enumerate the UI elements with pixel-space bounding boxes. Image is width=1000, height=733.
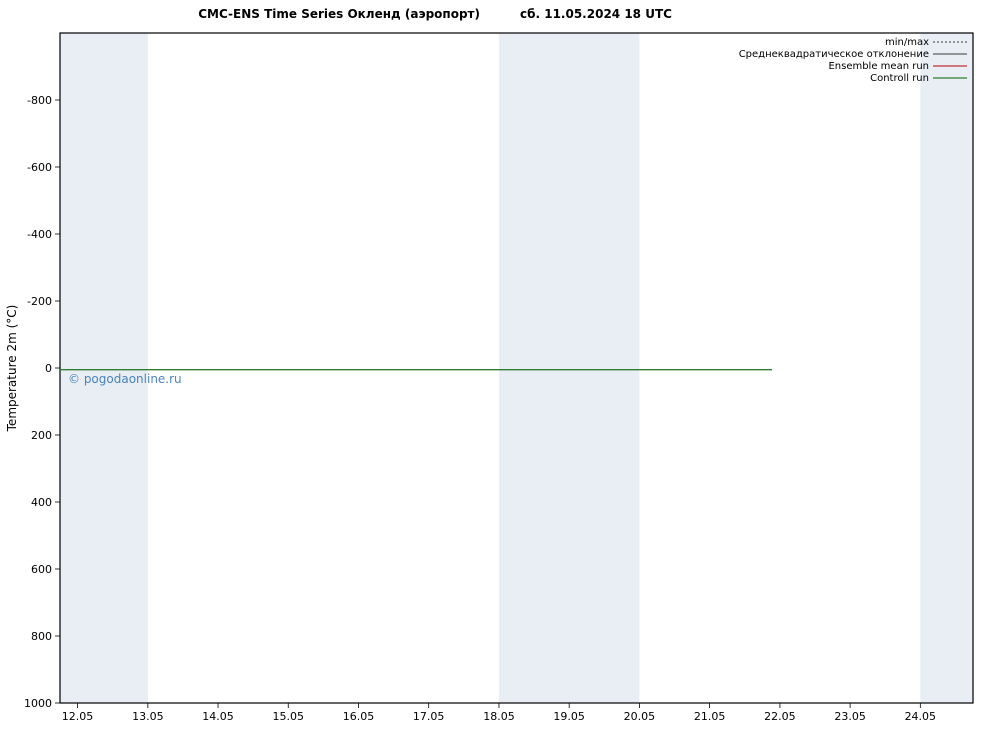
legend-label: Controll run bbox=[870, 73, 929, 84]
title-left: CMC-ENS Time Series Окленд (аэропорт) bbox=[198, 7, 480, 21]
y-tick-label: -200 bbox=[27, 295, 52, 308]
x-tick-label: 14.05 bbox=[202, 710, 234, 723]
y-tick-label: 400 bbox=[31, 496, 52, 509]
x-tick-label: 18.05 bbox=[483, 710, 515, 723]
x-tick-label: 12.05 bbox=[62, 710, 94, 723]
watermark: © pogodaonline.ru bbox=[68, 372, 182, 386]
chart-container: -800 -600 -400 -200 0 200 400 600 800 1000 12.05 13… bbox=[0, 0, 1000, 733]
y-tick-label: 200 bbox=[31, 429, 52, 442]
x-tick-label: 19.05 bbox=[553, 710, 585, 723]
y-tick-label: -600 bbox=[27, 161, 52, 174]
y-tick-label: 0 bbox=[45, 362, 52, 375]
y-tick-label: 1000 bbox=[24, 697, 52, 710]
title-right: сб. 11.05.2024 18 UTC bbox=[520, 7, 672, 21]
x-tick-label: 20.05 bbox=[624, 710, 656, 723]
x-tick-label: 17.05 bbox=[413, 710, 445, 723]
x-tick-label: 15.05 bbox=[273, 710, 305, 723]
y-tick-label: 600 bbox=[31, 563, 52, 576]
y-axis-label: Temperature 2m (°C) bbox=[5, 305, 19, 433]
x-tick-label: 16.05 bbox=[343, 710, 375, 723]
weekend-band bbox=[499, 33, 639, 703]
chart-title: CMC-ENS Time Series Окленд (аэропорт) сб.… bbox=[198, 7, 672, 21]
x-tick-label: 13.05 bbox=[132, 710, 164, 723]
legend-label: min/max bbox=[885, 37, 929, 48]
weekend-band bbox=[920, 33, 973, 703]
y-tick-label: 800 bbox=[31, 630, 52, 643]
y-tick-label: -400 bbox=[27, 228, 52, 241]
x-tick-label: 21.05 bbox=[694, 710, 726, 723]
legend-label: Среднеквадратическое отклонение bbox=[739, 49, 929, 60]
weekend-band bbox=[60, 33, 148, 703]
x-tick-label: 22.05 bbox=[764, 710, 796, 723]
x-tick-label: 24.05 bbox=[905, 710, 937, 723]
y-tick-label: -800 bbox=[27, 94, 52, 107]
x-tick-label: 23.05 bbox=[834, 710, 866, 723]
legend-label: Ensemble mean run bbox=[828, 61, 929, 72]
chart-svg: -800 -600 -400 -200 0 200 400 600 800 1000 12.05 13… bbox=[0, 0, 1000, 733]
